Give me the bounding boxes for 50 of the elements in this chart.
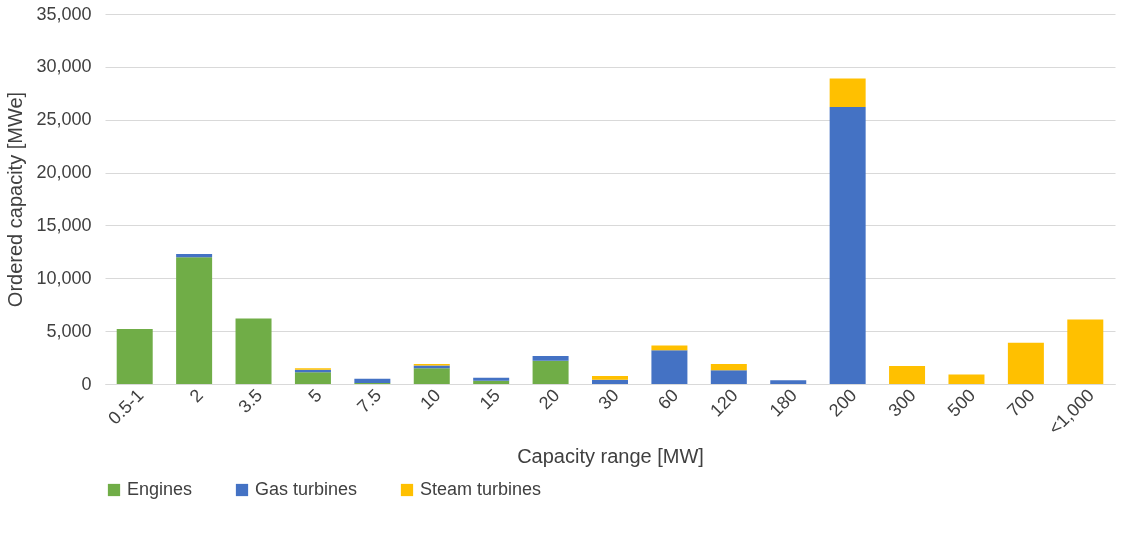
x-tick-label: 300 [884, 385, 920, 421]
bar [889, 366, 926, 384]
x-tick-label: 5 [304, 385, 326, 407]
y-tick-label: 0 [81, 373, 92, 394]
bar [235, 318, 272, 384]
bar [354, 378, 391, 383]
x-tick-label: 500 [943, 385, 980, 421]
bar [651, 350, 688, 384]
bar [829, 78, 866, 108]
y-tick-label: 25,000 [36, 109, 92, 130]
x-tick-label: 10 [416, 385, 445, 414]
x-tick-label: 30 [594, 385, 623, 414]
bar [294, 372, 331, 384]
bar [592, 379, 628, 384]
bar [413, 368, 450, 384]
x-axis-title: Capacity range [MW] [517, 444, 704, 467]
legend-label: Steam turbines [420, 479, 542, 499]
x-tick-label: 180 [765, 385, 801, 421]
bar [532, 360, 569, 384]
bar [948, 374, 985, 384]
y-axis-title: Ordered capacity [MWe] [4, 91, 27, 308]
bar [176, 253, 213, 258]
bar [770, 380, 807, 384]
bar [592, 376, 628, 380]
y-tick-label: 10,000 [36, 267, 92, 288]
x-tick-label: 2 [185, 385, 207, 407]
x-tick-label: 200 [824, 385, 861, 421]
bar [1007, 342, 1044, 384]
x-tick-label: 120 [706, 385, 742, 421]
x-tick-label: 7.5 [353, 385, 386, 417]
x-tick-label: 20 [535, 385, 564, 414]
y-tick-label: 30,000 [36, 56, 92, 77]
legend-label: Gas turbines [255, 479, 358, 499]
bar [176, 257, 213, 384]
y-tick-label: 15,000 [36, 214, 92, 235]
x-tick-label: 700 [1003, 385, 1039, 421]
x-tick-label: 15 [475, 385, 504, 414]
bar [651, 345, 688, 351]
legend-label: Engines [127, 479, 193, 499]
bar [116, 329, 153, 384]
bar [829, 107, 866, 384]
x-tick-label: 60 [653, 385, 683, 414]
bar [532, 355, 569, 361]
y-tick-label: 35,000 [36, 3, 92, 24]
y-tick-label: 20,000 [36, 162, 92, 183]
bar [710, 363, 747, 371]
x-tick-label: 3.5 [234, 385, 267, 417]
bar [1067, 319, 1104, 384]
bar [710, 370, 747, 384]
y-tick-label: 5,000 [46, 320, 92, 341]
